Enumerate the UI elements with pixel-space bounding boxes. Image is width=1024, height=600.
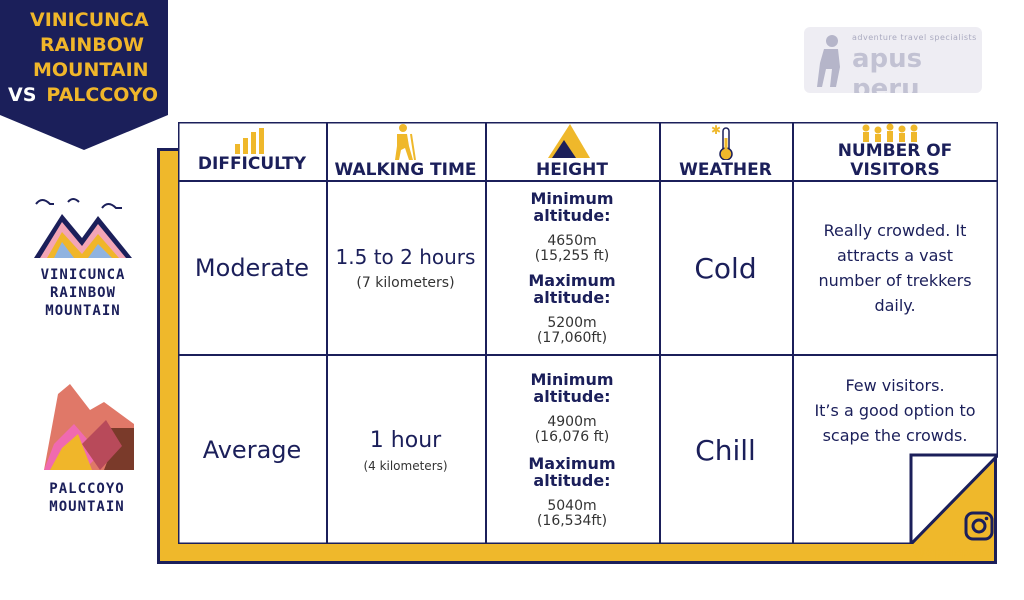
comparison-table: DIFFICULTY WALKING TIME HEIGHT ✱ bbox=[178, 122, 998, 544]
visitors-text-3: scape the crowds. bbox=[822, 425, 968, 445]
visitors-text-2: It’s a good option to bbox=[814, 400, 976, 420]
row-divider bbox=[178, 180, 998, 182]
difficulty-value: Moderate bbox=[194, 254, 310, 282]
walking-time-value: 1 hour bbox=[369, 427, 442, 453]
weather-value: Cold bbox=[694, 251, 757, 285]
min-altitude-label-2: altitude: bbox=[533, 206, 611, 225]
max-altitude-meters: 5040m bbox=[547, 498, 597, 514]
banner-vs: VS bbox=[8, 84, 37, 106]
header-visitors-label-1: NUMBER OF bbox=[837, 141, 953, 161]
max-altitude-feet: (17,060ft) bbox=[536, 330, 608, 346]
thermometer-icon: ✱ bbox=[711, 123, 733, 160]
svg-text:✱: ✱ bbox=[711, 123, 721, 137]
max-altitude-label: Maximum bbox=[528, 271, 616, 290]
header-visitors-label-2: VISITORS bbox=[850, 160, 940, 180]
logo-tagline: adventure travel specialists bbox=[852, 33, 977, 42]
instagram-icon[interactable] bbox=[963, 510, 995, 542]
min-altitude-meters: 4650m bbox=[547, 233, 597, 249]
palccoyo-label-1: PALCCOYO bbox=[49, 481, 125, 497]
row1-weather: Cold bbox=[659, 182, 792, 354]
apus-peru-logo: adventure travel specialists apus peru bbox=[804, 27, 982, 93]
row1-height: Minimum altitude: 4650m (15,255 ft) Maxi… bbox=[485, 182, 659, 354]
min-altitude-label-2: altitude: bbox=[533, 387, 611, 406]
palccoyo-label-2: MOUNTAIN bbox=[49, 499, 125, 515]
title-banner: VINICUNCA RAINBOW MOUNTAIN VS PALCCOYO bbox=[0, 0, 168, 150]
max-altitude-meters: 5200m bbox=[547, 315, 597, 331]
max-altitude-label-2: altitude: bbox=[533, 288, 611, 307]
min-altitude-meters: 4900m bbox=[547, 414, 597, 430]
row1-difficulty: Moderate bbox=[178, 182, 326, 354]
row1-visitors: Really crowded. It attracts a vast numbe… bbox=[792, 182, 998, 354]
header-height-label: HEIGHT bbox=[536, 160, 608, 180]
difficulty-value: Average bbox=[202, 436, 302, 464]
row-divider bbox=[178, 354, 998, 356]
header-difficulty-label: DIFFICULTY bbox=[197, 154, 307, 174]
header-height: HEIGHT bbox=[485, 122, 659, 180]
banner-line-3: MOUNTAIN bbox=[33, 59, 149, 81]
visitors-text-1: Really crowded. It bbox=[823, 221, 967, 240]
distance-value: (7 kilometers) bbox=[356, 275, 455, 291]
group-of-people-icon bbox=[862, 123, 918, 142]
row2-weather: Chill bbox=[659, 356, 792, 544]
vinicunca-label-1: VINICUNCA bbox=[40, 267, 126, 283]
distance-value: (4 kilometers) bbox=[363, 458, 448, 473]
weather-value: Chill bbox=[695, 433, 756, 467]
mountain-peak-icon bbox=[548, 124, 590, 158]
vinicunca-label: VINICUNCA RAINBOW MOUNTAIN bbox=[28, 266, 138, 320]
col-divider bbox=[792, 122, 794, 544]
visitors-text-1: Few visitors. bbox=[845, 375, 945, 395]
walking-time-value: 1.5 to 2 hours bbox=[335, 245, 476, 269]
min-altitude-label: Minimum bbox=[530, 189, 614, 208]
row2-difficulty: Average bbox=[178, 356, 326, 544]
header-visitors: NUMBER OF VISITORS bbox=[792, 122, 998, 180]
col-divider bbox=[326, 122, 328, 544]
header-walking-time: WALKING TIME bbox=[326, 122, 485, 180]
header-weather: ✱ WEATHER bbox=[659, 122, 792, 180]
palccoyo-label: PALCCOYO MOUNTAIN bbox=[28, 480, 146, 516]
visitors-text-2: attracts a vast bbox=[837, 246, 953, 265]
max-altitude-label: Maximum bbox=[528, 454, 616, 473]
max-altitude-feet: (16,534ft) bbox=[536, 513, 608, 529]
visitors-text-4: daily. bbox=[874, 296, 916, 315]
col-divider bbox=[485, 122, 487, 544]
header-walking-time-label: WALKING TIME bbox=[334, 160, 477, 180]
header-weather-label: WEATHER bbox=[679, 160, 772, 180]
banner-line-4: PALCCOYO bbox=[46, 84, 158, 106]
hiker-logo-icon bbox=[817, 35, 840, 87]
vinicunca-label-2: RAINBOW bbox=[49, 285, 116, 301]
logo-name: apus peru bbox=[852, 44, 923, 93]
banner-shape bbox=[0, 0, 168, 150]
vinicunca-label-3: MOUNTAIN bbox=[45, 303, 121, 319]
row2-height: Minimum altitude: 4900m (16,076 ft) Maxi… bbox=[485, 356, 659, 544]
banner-line-1: VINICUNCA bbox=[30, 9, 149, 31]
row1-walking-time: 1.5 to 2 hours (7 kilometers) bbox=[326, 182, 485, 354]
col-divider bbox=[659, 122, 661, 544]
walking-hiker-icon bbox=[394, 124, 416, 160]
vinicunca-rainbow-mountain-icon bbox=[34, 198, 132, 258]
banner-line-2: RAINBOW bbox=[40, 34, 144, 56]
visitors-text-3: number of trekkers bbox=[818, 271, 972, 290]
min-altitude-label: Minimum bbox=[530, 370, 614, 389]
min-altitude-feet: (16,076 ft) bbox=[534, 429, 610, 445]
instagram-handle[interactable]: @apusperu bbox=[913, 545, 995, 560]
palccoyo-mountain-icon bbox=[44, 384, 134, 470]
difficulty-bars-icon bbox=[235, 128, 264, 154]
max-altitude-label-2: altitude: bbox=[533, 471, 611, 490]
min-altitude-feet: (15,255 ft) bbox=[534, 248, 610, 264]
row2-walking-time: 1 hour (4 kilometers) bbox=[326, 356, 485, 544]
header-difficulty: DIFFICULTY bbox=[178, 122, 326, 180]
row2-visitors: Few visitors. It’s a good option to scap… bbox=[792, 374, 998, 446]
